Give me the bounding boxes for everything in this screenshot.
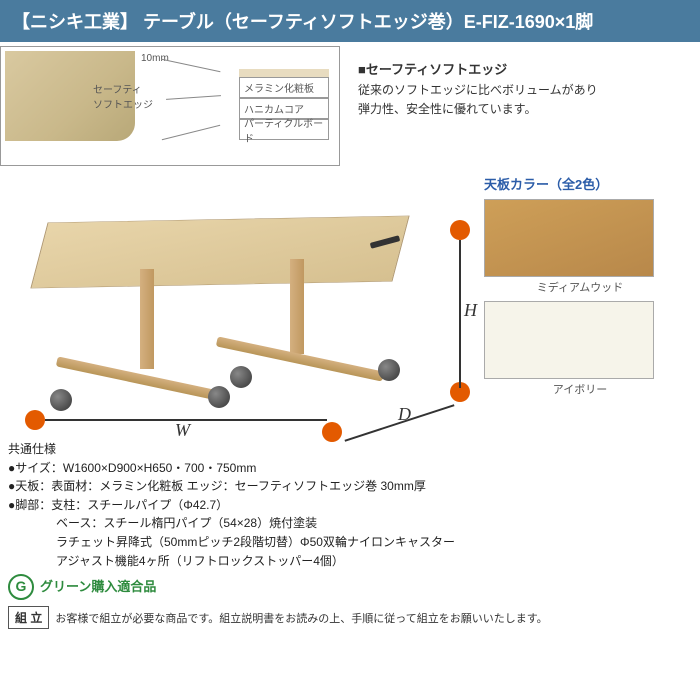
table-top	[30, 216, 409, 289]
dim-w: W	[175, 420, 190, 441]
swatch-label-2: アイボリー	[484, 381, 676, 397]
caster	[378, 359, 400, 381]
swatch-medium-wood	[484, 199, 654, 277]
dim-marker	[450, 220, 470, 240]
spec-line: ●脚部：支柱：スチールパイプ（Φ42.7）	[8, 496, 692, 515]
green-text: グリーン購入適合品	[40, 577, 156, 597]
main-section: W D H 天板カラー（全2色） ミディアムウッド アイボリー	[0, 174, 700, 434]
leader-line	[166, 95, 221, 100]
edge-body-2: 弾力性、安全性に優れています。	[358, 100, 598, 119]
color-title: 天板カラー（全2色）	[484, 174, 676, 193]
dim-d: D	[398, 404, 411, 425]
caster	[208, 386, 230, 408]
caster	[50, 389, 72, 411]
layer-particle: パーティクルボード	[239, 119, 329, 140]
spec-line: ラチェット昇降式（50mmピッチ2段階切替）Φ50双輪ナイロンキャスター	[8, 533, 692, 552]
dim-marker	[322, 422, 342, 442]
spec-head: 共通仕様	[8, 440, 692, 459]
spec-line: ベース：スチール楕円パイプ（54×28）焼付塗装	[8, 514, 692, 533]
leader-line	[162, 125, 220, 140]
specifications: 共通仕様 ●サイズ：W1600×D900×H650・700・750mm ●天板：…	[0, 440, 700, 600]
leader-line	[162, 59, 221, 72]
assembly-notice: 組 立 お客様で組立が必要な商品です。組立説明書をお読みの上、手順に従って組立を…	[0, 606, 700, 629]
table-illustration: W D H	[0, 174, 480, 434]
layer-stack: メラミン化粧板 ハニカムコア パーティクルボード	[239, 69, 329, 134]
table-leg	[140, 269, 154, 369]
dim-marker	[25, 410, 45, 430]
edge-body-1: 従来のソフトエッジに比べボリュームがあり	[358, 81, 598, 100]
layer-top	[239, 69, 329, 77]
spec-line: ●天板：表面材：メラミン化粧板 エッジ：セーフティソフトエッジ巻 30mm厚	[8, 477, 692, 496]
edge-description: ■セーフティソフトエッジ 従来のソフトエッジに比べボリュームがあり 弾力性、安全…	[340, 46, 608, 166]
spec-line: ●サイズ：W1600×D900×H650・700・750mm	[8, 459, 692, 478]
assembly-label: 組 立	[8, 606, 49, 629]
assembly-text: お客様で組立が必要な商品です。組立説明書をお読みの上、手順に従って組立をお願いい…	[55, 610, 547, 626]
edge-diagram: 10mm セーフティ ソフトエッジ メラミン化粧板 ハニカムコア パーティクルボ…	[0, 46, 340, 166]
green-badge-row: G グリーン購入適合品	[8, 574, 692, 600]
top-section: 10mm セーフティ ソフトエッジ メラミン化粧板 ハニカムコア パーティクルボ…	[0, 46, 700, 166]
layer-melamine: メラミン化粧板	[239, 77, 329, 98]
product-header: 【ニシキ工業】 テーブル（セーフティソフトエッジ巻）E-FIZ-1690×1脚	[0, 0, 700, 42]
ruler-h	[459, 240, 461, 388]
edge-title: ■セーフティソフトエッジ	[358, 60, 598, 81]
swatch-ivory	[484, 301, 654, 379]
softedge-label: セーフティ ソフトエッジ	[93, 81, 153, 111]
caster	[230, 366, 252, 388]
swatch-label-1: ミディアムウッド	[484, 279, 676, 295]
spec-line: アジャスト機能4ヶ所（リフトロックストッパー4個）	[8, 552, 692, 571]
color-options: 天板カラー（全2色） ミディアムウッド アイボリー	[480, 174, 680, 434]
green-badge-icon: G	[8, 574, 34, 600]
table-leg	[290, 259, 304, 354]
dim-h: H	[464, 300, 477, 321]
